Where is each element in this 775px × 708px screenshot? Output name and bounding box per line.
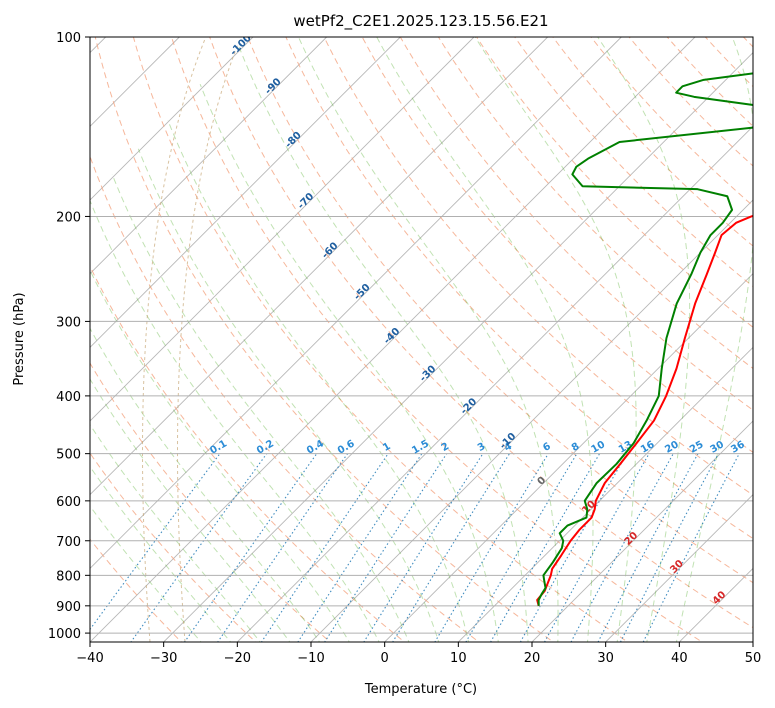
dry-adiabat-line bbox=[323, 37, 753, 496]
moist-adiabat-line bbox=[376, 37, 594, 642]
x-tick-label: 40 bbox=[671, 651, 688, 666]
dry-adiabat-line bbox=[170, 37, 704, 642]
pressure-gridlines bbox=[90, 37, 753, 634]
mixing-ratio-line bbox=[260, 453, 389, 642]
moist-adiabat-line bbox=[167, 120, 470, 642]
y-tick-label: 100 bbox=[56, 31, 81, 46]
theta-e-curve bbox=[142, 37, 207, 642]
moist-adiabats bbox=[90, 37, 753, 642]
y-tick-label: 400 bbox=[56, 390, 81, 405]
temperature-profile-line bbox=[536, 214, 753, 607]
mixing-ratio-line bbox=[90, 453, 221, 631]
theta-e-curves bbox=[142, 37, 242, 642]
moist-adiabat-line bbox=[238, 46, 529, 642]
isotherm-line bbox=[90, 37, 475, 422]
x-axis-label: Temperature (°C) bbox=[364, 682, 477, 697]
dry-adiabat-line bbox=[90, 155, 480, 642]
x-tick-label: 30 bbox=[597, 651, 614, 666]
mixing-ratio-line bbox=[570, 453, 674, 642]
y-tick-label: 300 bbox=[56, 315, 81, 330]
mixing-ratio-label: 4 bbox=[502, 441, 514, 454]
moist-adiabat-line bbox=[90, 327, 321, 642]
x-tick-label: −30 bbox=[150, 651, 177, 666]
plot-frame bbox=[89, 36, 754, 643]
dry-adiabat-line bbox=[247, 37, 753, 584]
chart-title: wetPf2_C2E1.2025.123.15.56.E21 bbox=[293, 12, 548, 31]
y-tick-label: 200 bbox=[56, 210, 81, 225]
dry-adiabat-line bbox=[209, 37, 753, 629]
x-tick-label: 50 bbox=[745, 651, 762, 666]
moist-adiabat-line bbox=[298, 37, 559, 642]
mixing-ratio-line bbox=[597, 453, 699, 642]
mixing-ratio-line bbox=[183, 453, 318, 642]
dry-adiabat-line bbox=[132, 37, 629, 642]
dry-adiabat-line bbox=[90, 452, 257, 642]
y-tick-label: 700 bbox=[56, 535, 81, 550]
moist-adiabat-line bbox=[199, 84, 499, 642]
moist-adiabat-line bbox=[111, 174, 410, 642]
moist-adiabat-line bbox=[90, 269, 350, 642]
mixing-ratio-line bbox=[434, 453, 549, 642]
theta-e-curve bbox=[177, 37, 242, 642]
y-axis-label: Pressure (hPa) bbox=[12, 292, 27, 385]
dry-adiabat-line bbox=[399, 37, 753, 411]
x-tick-label: 10 bbox=[450, 651, 467, 666]
y-tick-label: 800 bbox=[56, 569, 81, 584]
y-tick-label: 900 bbox=[56, 600, 81, 615]
mixing-ratio-line bbox=[543, 453, 650, 642]
moist-adiabat-line bbox=[90, 378, 291, 642]
dry-adiabat-line bbox=[361, 37, 753, 453]
mixing-ratio-label: 1 bbox=[381, 441, 393, 454]
mixing-ratio-line bbox=[130, 453, 268, 642]
moist-adiabat-line bbox=[675, 37, 753, 642]
x-tick-label: −20 bbox=[224, 651, 251, 666]
moist-adiabat-line bbox=[90, 199, 380, 642]
mixing-ratio-line bbox=[324, 453, 448, 642]
mixing-ratio-label: 3 bbox=[476, 441, 488, 454]
x-tick-label: −40 bbox=[76, 651, 103, 666]
y-tick-label: 600 bbox=[56, 495, 81, 510]
isotherm-line bbox=[90, 37, 327, 275]
x-tick-label: 20 bbox=[524, 651, 541, 666]
moist-adiabat-line bbox=[90, 505, 202, 642]
mixing-ratio-label: 8 bbox=[570, 441, 582, 454]
y-tick-label: 500 bbox=[56, 448, 81, 463]
dry-adiabats bbox=[90, 37, 753, 642]
y-axis-ticks: 100 200 300 400 500 600 700 800 900 1000 bbox=[48, 31, 90, 642]
isotherm-line bbox=[90, 37, 401, 348]
mixing-ratio-line bbox=[363, 453, 484, 642]
isotherm-line bbox=[90, 37, 254, 201]
y-tick-label: 1000 bbox=[48, 627, 81, 642]
dewpoint-profile-line bbox=[537, 72, 753, 606]
moist-adiabat-line bbox=[474, 37, 637, 642]
mixing-ratio-line bbox=[217, 453, 348, 642]
x-axis-ticks: −40 −30 −20 −10 0 10 20 30 40 50 bbox=[76, 642, 761, 666]
isotherm-line bbox=[90, 37, 548, 496]
mixing-ratio-lines bbox=[90, 453, 740, 642]
mixing-ratio-line bbox=[297, 453, 423, 642]
plot-area: 0.1 0.2 0.4 0.6 1 1.5 2 3 4 6 8 10 13 16 20 25 30 36-100-… bbox=[90, 37, 753, 642]
dry-adiabat-line bbox=[285, 37, 753, 540]
mixing-ratio-label: 6 bbox=[541, 441, 553, 454]
moist-adiabat-line bbox=[597, 37, 691, 642]
mixing-ratio-line bbox=[392, 453, 510, 642]
dry-adiabat-line bbox=[94, 37, 555, 642]
dry-adiabat-line bbox=[437, 37, 753, 370]
moist-adiabat-line bbox=[90, 423, 261, 642]
dry-adiabat-line bbox=[90, 362, 331, 642]
mixing-ratio-line bbox=[465, 453, 578, 642]
mixing-ratio-label: 2 bbox=[440, 441, 452, 454]
mixing-ratio-line bbox=[619, 453, 719, 642]
x-tick-label: −10 bbox=[297, 651, 324, 666]
moist-adiabat-line bbox=[90, 465, 232, 642]
profile-series bbox=[536, 72, 753, 607]
x-tick-label: 0 bbox=[381, 651, 389, 666]
